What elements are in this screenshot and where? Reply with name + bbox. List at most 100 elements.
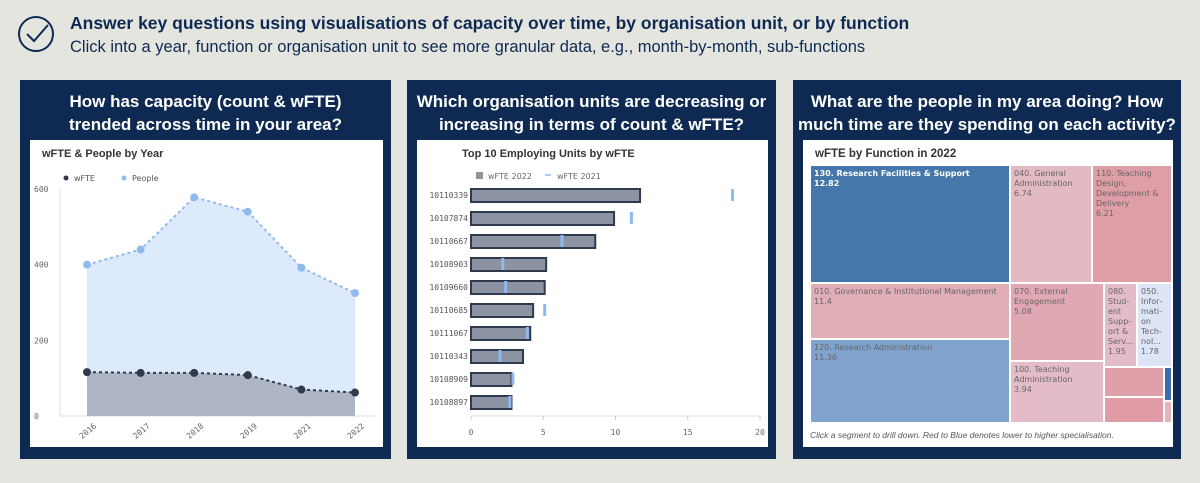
legend-label: wFTE — [74, 174, 95, 183]
legend-marker — [476, 172, 483, 179]
data-point[interactable] — [83, 368, 91, 377]
marker-wfte-2021[interactable] — [731, 189, 735, 201]
line-wfte — [86, 371, 356, 394]
data-point[interactable] — [190, 193, 199, 202]
data-point[interactable] — [351, 289, 359, 298]
line-chart[interactable]: 0 200 400 600 2016 2017 2018 2019 2021 2022 wFTE Pe… — [30, 140, 383, 447]
marker-wfte-2021[interactable] — [498, 350, 502, 362]
bar-wfte-2022[interactable] — [470, 372, 513, 387]
segment-value: 1.95 — [1108, 347, 1126, 356]
x-tick-label: 2018 — [185, 421, 206, 440]
treemap-segment[interactable]: 010. Governance & Institutional Manageme… — [810, 283, 1010, 339]
line-chart-card[interactable]: wFTE & People by Year 0 200 400 600 2016 2017… — [30, 140, 383, 447]
treemap-card[interactable]: wFTE by Function in 2022 130. Research F… — [803, 140, 1173, 447]
chart-title: wFTE by Function in 2022 — [815, 148, 957, 160]
segment-value: 6.21 — [1096, 209, 1114, 218]
data-point[interactable] — [243, 207, 252, 216]
bar-wfte-2022[interactable] — [470, 280, 546, 295]
marker-wfte-2021[interactable] — [504, 281, 508, 293]
treemap-segment-small[interactable] — [1164, 367, 1172, 401]
category-label: 10110343 — [429, 352, 468, 361]
treemap-segment[interactable]: 100. Teaching Administration 3.94 — [1010, 361, 1104, 423]
bar-wfte-2022[interactable] — [470, 349, 525, 364]
bar-wfte-2022[interactable] — [470, 326, 532, 341]
chart-title: Top 10 Employing Units by wFTE — [462, 148, 635, 160]
line-people — [86, 196, 356, 294]
marker-wfte-2021[interactable] — [560, 235, 564, 247]
data-point[interactable] — [243, 371, 252, 380]
marker-wfte-2021[interactable] — [543, 304, 547, 316]
panel-title: Which organisation units are decreasing … — [407, 90, 776, 136]
treemap[interactable]: 130. Research Facilities & Support 12.82 0… — [810, 165, 1172, 423]
title-line: trended across time in your area? — [68, 115, 343, 134]
treemap-segment-small[interactable] — [1164, 401, 1172, 423]
bar-wfte-2022[interactable] — [470, 395, 513, 410]
category-label: 10109660 — [429, 283, 468, 292]
treemap-segment[interactable]: 120. Research Administration 11.36 — [810, 339, 1010, 423]
bar-wfte-2022[interactable] — [470, 188, 642, 203]
bar-wfte-2022[interactable] — [470, 257, 548, 272]
title-line: much time are they spending on each acti… — [798, 115, 1176, 134]
data-point[interactable] — [136, 245, 145, 254]
page-subtitle: Click into a year, function or organisat… — [70, 38, 866, 56]
page-title: Answer key questions using visualisation… — [70, 13, 910, 33]
check-circle-icon — [18, 16, 54, 52]
treemap-segment[interactable]: 050. Infor­mati­on Tech­nol... 1.78 — [1137, 283, 1172, 367]
area-wfte — [87, 372, 355, 416]
category-label: 10110667 — [429, 237, 468, 246]
category-label: 10108903 — [429, 260, 468, 269]
marker-wfte-2021[interactable] — [525, 327, 529, 339]
data-point[interactable] — [136, 368, 145, 377]
segment-value: 12.82 — [814, 179, 840, 188]
treemap-segment[interactable]: 080. Stud­ent Supp­ort & Serv... 1.95 — [1104, 283, 1137, 367]
treemap-segment-small[interactable] — [1104, 367, 1164, 397]
x-tick-label: 2017 — [131, 421, 152, 440]
bar-wfte-2022[interactable] — [470, 303, 535, 318]
data-point[interactable] — [297, 263, 306, 272]
y-tick-label: 200 — [34, 336, 49, 345]
chart-title: wFTE & People by Year — [42, 148, 164, 160]
panel-org-units: Which organisation units are decreasing … — [407, 80, 776, 459]
segment-value: 5.08 — [1014, 307, 1032, 316]
panel-title: What are the people in my area doing? Ho… — [793, 90, 1181, 136]
bar-chart-card[interactable]: Top 10 Employing Units by wFTE 0 5 10 15 20 1… — [417, 140, 768, 447]
category-label: 10111067 — [429, 329, 468, 338]
x-tick-label: 2022 — [346, 421, 367, 440]
data-point[interactable] — [190, 368, 199, 377]
segment-label: 120. Research Administration — [814, 343, 933, 352]
segment-value: 6.74 — [1014, 189, 1032, 198]
marker-wfte-2021[interactable] — [511, 373, 515, 385]
treemap-segment[interactable]: 040. General Administration 6.74 — [1010, 165, 1092, 283]
legend-label: People — [132, 174, 159, 183]
marker-wfte-2021[interactable] — [629, 212, 633, 224]
segment-label: 040. General Administration — [1014, 169, 1073, 188]
y-tick-label: 0 — [34, 412, 39, 421]
treemap-segment[interactable]: 070. External Engagement 5.08 — [1010, 283, 1104, 361]
data-point[interactable] — [351, 388, 359, 397]
segment-label: 130. Research Facilities & Support — [814, 169, 970, 178]
category-label: 10110685 — [429, 306, 468, 315]
segment-label: 050. Infor­mati­on Tech­nol... — [1141, 287, 1163, 346]
treemap-note: Click a segment to drill down. Red to Bl… — [810, 430, 1114, 440]
bar-wfte-2022[interactable] — [470, 211, 616, 226]
marker-wfte-2021[interactable] — [501, 258, 505, 270]
segment-label: 010. Governance & Institutional Manageme… — [814, 287, 997, 296]
segment-label: 070. External Engagement — [1014, 287, 1068, 306]
x-tick-label: 0 — [469, 428, 474, 437]
treemap-segment[interactable]: 110. Teaching Design, Development & Deli… — [1092, 165, 1172, 283]
treemap-segment[interactable]: 130. Research Facilities & Support 12.82 — [810, 165, 1010, 283]
legend-label: wFTE 2021 — [557, 172, 601, 181]
legend-label: wFTE 2022 — [488, 172, 532, 181]
data-point[interactable] — [297, 385, 306, 394]
segment-value: 3.94 — [1014, 385, 1032, 394]
x-tick-label: 5 — [541, 428, 546, 437]
x-tick-label: 2016 — [78, 421, 99, 440]
treemap-segment-small[interactable] — [1104, 397, 1164, 423]
x-tick-label: 2019 — [238, 421, 259, 440]
title-line: increasing in terms of count & wFTE? — [438, 115, 745, 134]
marker-wfte-2021[interactable] — [508, 396, 512, 408]
title-line: What are the people in my area doing? Ho… — [810, 92, 1164, 111]
data-point[interactable] — [83, 260, 91, 269]
bar-chart[interactable]: 0 5 10 15 20 10110339 10107874 10110667 10108903… — [417, 140, 768, 447]
bar-wfte-2022[interactable] — [470, 234, 597, 249]
